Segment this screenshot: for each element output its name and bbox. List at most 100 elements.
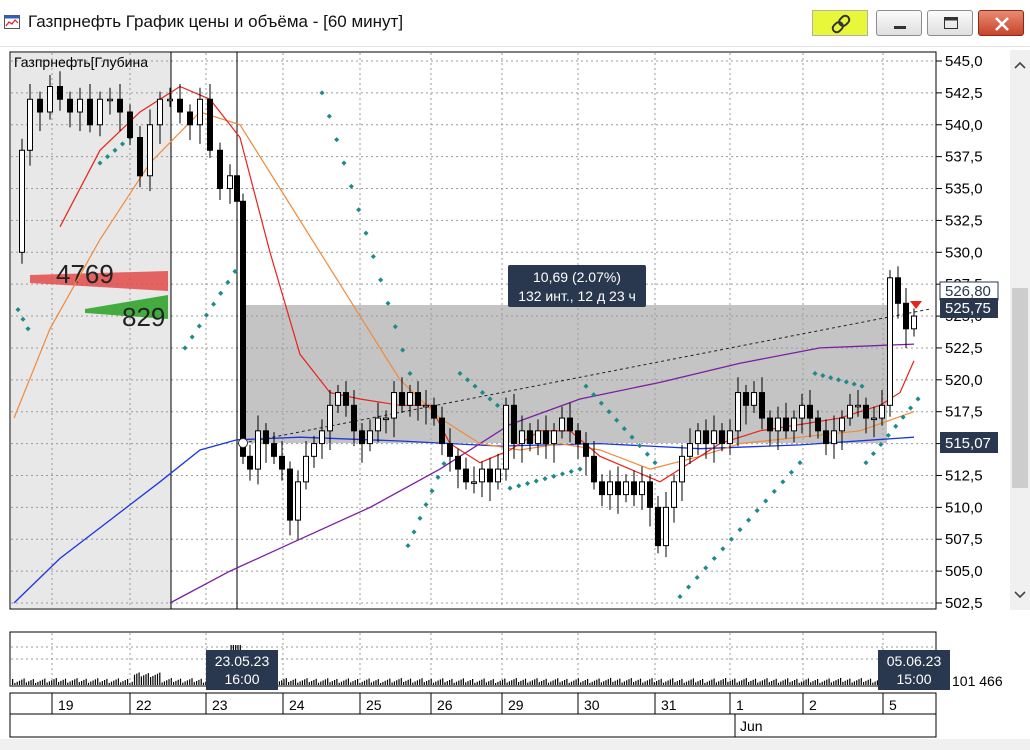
price-axis[interactable]: 545,0542,5540,0537,5535,0532,5530,0527,5… [936,53,983,612]
candle[interactable] [871,417,877,421]
candle[interactable] [599,481,605,496]
candle[interactable] [575,430,581,445]
trend-measure-line[interactable] [242,308,931,444]
candle[interactable] [375,417,381,432]
candle[interactable] [431,404,437,419]
candle[interactable] [567,417,573,432]
candle[interactable] [247,455,253,470]
candle[interactable] [87,98,93,126]
candle[interactable] [703,430,709,445]
candle[interactable] [240,200,246,457]
candle[interactable] [639,481,645,496]
candle[interactable] [227,175,233,190]
close-button[interactable] [978,10,1024,36]
candle[interactable] [271,443,277,457]
candle[interactable] [671,481,677,508]
link-button[interactable] [812,10,868,36]
candle[interactable] [543,430,549,445]
candle[interactable] [783,417,789,432]
candle[interactable] [391,392,397,419]
candle[interactable] [263,430,269,445]
candle[interactable] [535,430,541,445]
candle[interactable] [799,404,805,419]
candle[interactable] [519,430,525,445]
candle[interactable] [279,455,285,470]
candle[interactable] [767,417,773,432]
candle[interactable] [775,417,781,432]
candle[interactable] [439,417,445,445]
candle[interactable] [615,481,621,496]
candle[interactable] [791,417,797,432]
candle[interactable] [407,392,413,406]
candle[interactable] [479,468,485,483]
minimize-button[interactable] [876,10,922,36]
candle[interactable] [423,404,429,408]
candle[interactable] [511,404,517,445]
ma-long-line[interactable] [13,436,915,604]
candle[interactable] [97,98,103,126]
candle[interactable] [415,392,421,406]
candle[interactable] [551,430,557,445]
candle[interactable] [807,404,813,419]
candle[interactable] [319,430,325,445]
candle[interactable] [527,430,533,445]
candle[interactable] [295,481,301,521]
candle[interactable] [234,175,240,202]
candle[interactable] [631,481,637,496]
candle[interactable] [187,111,193,126]
candle[interactable] [663,506,669,547]
candle[interactable] [711,430,717,445]
candle[interactable] [887,277,893,406]
candle[interactable] [911,315,917,330]
candle[interactable] [623,481,629,496]
candle[interactable] [719,430,725,445]
candle[interactable] [879,404,885,419]
candle[interactable] [503,404,509,470]
candle[interactable] [107,98,113,102]
price-volume-chart[interactable]: 4769 829 Газпрнефть[Глубина 10,69 (2.07%… [0,47,1030,750]
candle[interactable] [815,417,821,432]
candle[interactable] [679,455,685,483]
candlesticks[interactable] [19,71,917,558]
candle[interactable] [471,481,477,484]
candle[interactable] [847,404,853,419]
candle[interactable] [495,468,501,483]
candle[interactable] [117,98,123,113]
horizontal-scrollbar[interactable] [0,739,1030,750]
candle[interactable] [399,392,405,406]
candle[interactable] [157,98,163,126]
candle[interactable] [207,98,213,151]
candle[interactable] [19,149,25,253]
candle[interactable] [37,98,43,113]
candle[interactable] [27,98,33,151]
candle[interactable] [167,98,173,102]
candle[interactable] [687,443,693,457]
candle[interactable] [147,124,153,177]
scroll-up-icon[interactable] [1010,56,1030,74]
candle[interactable] [591,455,597,483]
ma-slow-line[interactable] [169,343,915,604]
candle[interactable] [197,98,203,126]
candle[interactable] [895,277,901,304]
candle[interactable] [343,392,349,406]
candle[interactable] [607,481,613,496]
candle[interactable] [287,468,293,521]
candle[interactable] [647,481,653,508]
candle[interactable] [831,430,837,445]
candle[interactable] [839,417,845,432]
candle[interactable] [759,392,765,419]
candle[interactable] [463,468,469,483]
candle[interactable] [855,404,861,408]
candle[interactable] [177,98,183,113]
candle[interactable] [383,417,389,421]
candle[interactable] [695,430,701,445]
candle[interactable] [455,455,461,470]
candle[interactable] [67,98,73,113]
candle[interactable] [77,98,83,113]
candle[interactable] [367,430,373,445]
candle[interactable] [727,430,733,445]
maximize-button[interactable] [927,10,973,36]
candle[interactable] [217,149,223,190]
candle[interactable] [255,430,261,470]
candle[interactable] [735,392,741,432]
